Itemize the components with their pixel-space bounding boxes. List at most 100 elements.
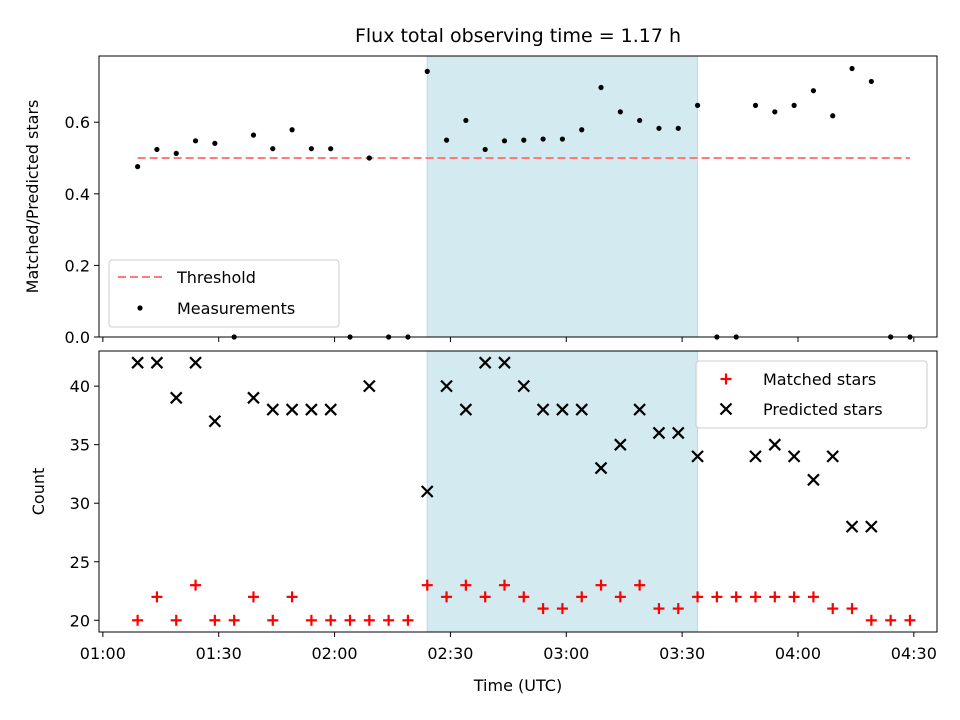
matched-star-point (634, 579, 646, 591)
predicted-star-point-b (691, 450, 704, 463)
bottom-plot-area (131, 356, 916, 626)
top-y-axis-label: Matched/Predicted stars (23, 100, 42, 294)
matched-star-point (441, 591, 453, 603)
top-highlight-span (426, 55, 699, 338)
predicted-star-point (285, 403, 299, 416)
predicted-star-point (575, 403, 588, 416)
predicted-star-point (614, 438, 627, 451)
predicted-star-point-b (478, 356, 492, 369)
predicted-star-point (787, 450, 801, 463)
predicted-star-point (498, 356, 511, 369)
predicted-star-point (556, 403, 569, 416)
legend-predicted-label: Predicted stars (763, 400, 883, 419)
predicted-star-point-b (749, 450, 762, 463)
matched-star-point (479, 591, 491, 603)
matched-star-point (749, 591, 761, 603)
matched-star-point (209, 614, 221, 626)
predicted-star-point-b (169, 391, 183, 405)
predicted-star-point-b (266, 403, 280, 416)
top-ticks: 0.0 0.2 0.4 0.6 (65, 113, 915, 347)
legend-matched-label: Matched stars (763, 370, 876, 389)
bottom-y-tick-label: 40 (70, 377, 90, 396)
matched-star-point (807, 591, 819, 603)
measurement-point (849, 65, 855, 72)
predicted-star-point (478, 356, 492, 369)
predicted-star-point (536, 403, 550, 416)
matched-star-point (132, 614, 144, 626)
predicted-star-point (652, 426, 666, 440)
matched-star-point (421, 579, 433, 591)
predicted-star-point (189, 356, 202, 369)
matched-star-point (885, 614, 897, 626)
legend-predicted-swatch-b (719, 402, 733, 416)
measurement-point (192, 138, 199, 144)
matched-star-point (498, 579, 510, 591)
matched-star-point (672, 603, 684, 615)
chart-title: Flux total observing time = 1.17 h (355, 25, 681, 47)
matched-star-point (904, 614, 916, 626)
measurement-point (173, 150, 179, 156)
predicted-star-point-b (614, 438, 627, 451)
predicted-star-point (247, 391, 260, 405)
x-axis-label: Time (UTC) (473, 676, 562, 695)
matched-star-point (595, 579, 607, 591)
matched-star-point (865, 614, 877, 626)
legend-measurements-swatch (137, 305, 143, 311)
matched-star-point (170, 614, 182, 626)
predicted-star-point-b (671, 426, 685, 440)
predicted-star-point-b (208, 414, 222, 428)
measurement-point (830, 113, 836, 119)
x-tick-label: 02:30 (427, 644, 473, 663)
bottom-axes-frame (98, 350, 938, 633)
measurement-point (463, 117, 469, 124)
predicted-star-point (517, 379, 531, 393)
matched-star-point (325, 614, 337, 626)
predicted-star-point-b (150, 356, 164, 369)
measurement-point (810, 88, 817, 94)
matched-star-point (363, 614, 375, 626)
predicted-star-point (671, 426, 685, 440)
measurement-point (656, 125, 662, 131)
predicted-star-point-b (633, 403, 646, 416)
predicted-star-point (459, 403, 473, 416)
top-y-tick-label: 0.4 (65, 185, 90, 204)
predicted-star-point (266, 403, 280, 416)
matched-star-point (190, 579, 202, 591)
measurement-point (424, 68, 430, 74)
top-panel: 0.0 0.2 0.4 0.6 Flux total observing time =… (23, 25, 938, 347)
measurement-point (772, 109, 778, 115)
measurement-point (752, 102, 759, 108)
predicted-star-point-b (131, 356, 144, 369)
matched-star-point (344, 614, 356, 626)
matched-star-point (769, 591, 781, 603)
predicted-star-point (749, 450, 762, 463)
matched-star-point (556, 603, 568, 615)
measurement-point (501, 138, 508, 144)
bottom-y-axis-label: Count (29, 468, 48, 516)
predicted-star-point (865, 520, 878, 533)
predicted-star-point (845, 520, 859, 533)
measurement-point (135, 164, 141, 170)
matched-star-point (576, 591, 588, 603)
matched-star-point (460, 579, 472, 591)
predicted-star-point-b (787, 450, 801, 463)
predicted-star-point-b (440, 379, 453, 393)
measurement-point (675, 125, 681, 131)
bottom-panel: 20 25 30 35 40 01:00 01:30 02:00 02:30 03:00 03:30… (29, 350, 938, 695)
predicted-star-point-b (517, 379, 531, 393)
predicted-star-point-b (285, 403, 299, 416)
top-y-tick-label: 0.6 (65, 113, 90, 132)
bottom-y-tick-label: 30 (70, 494, 90, 513)
top-legend-box (108, 259, 340, 328)
matched-star-point (788, 591, 800, 603)
predicted-star-point (440, 379, 453, 393)
predicted-star-point (420, 485, 434, 498)
x-tick-label: 01:00 (80, 644, 126, 663)
predicted-star-point-b (363, 379, 376, 393)
top-y-tick-label: 0.2 (65, 256, 90, 275)
predicted-star-point (324, 403, 337, 416)
predicted-star-point (633, 403, 646, 416)
measurement-point (694, 102, 701, 108)
predicted-star-point-b (652, 426, 666, 440)
